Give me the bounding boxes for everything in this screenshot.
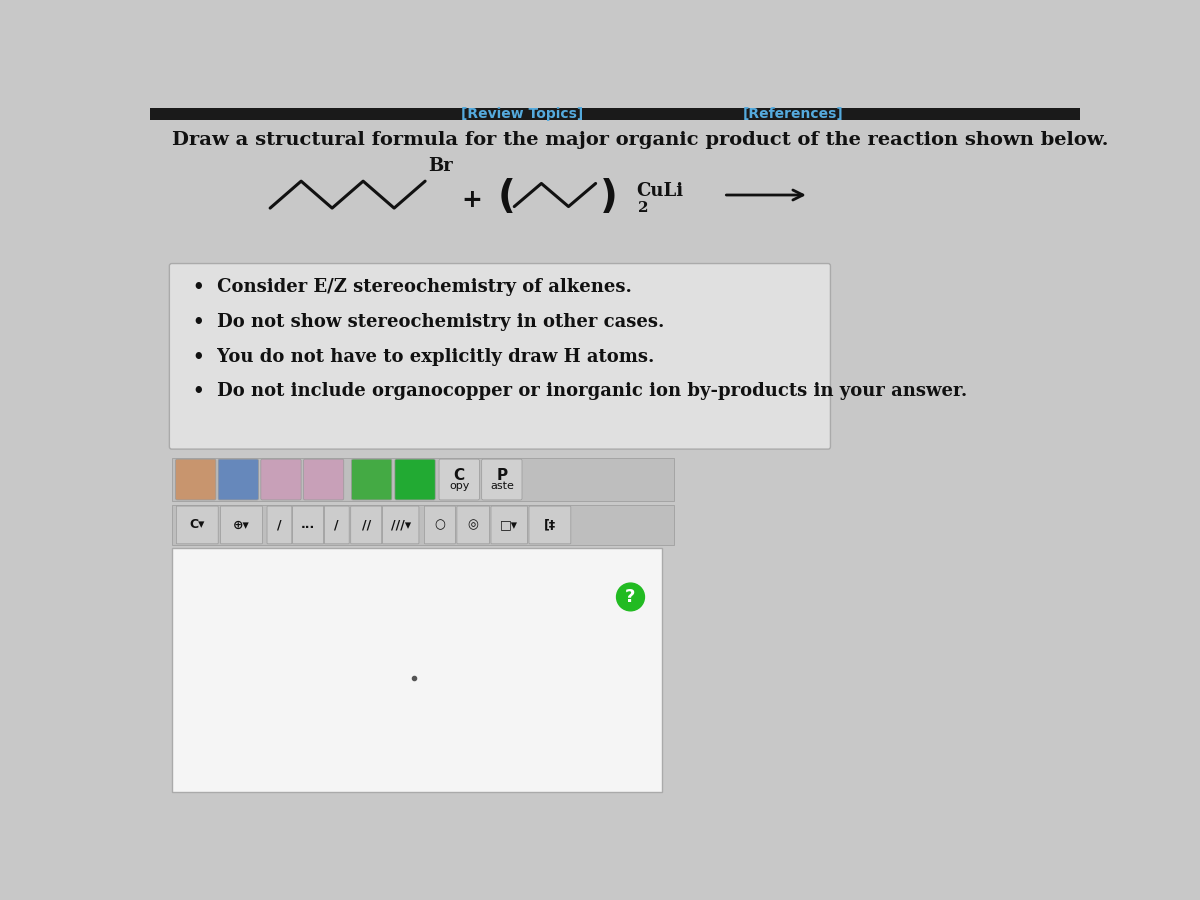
Text: (: ( [497, 177, 515, 215]
Text: ⊕▾: ⊕▾ [233, 518, 250, 532]
Bar [172, 505, 674, 545]
FancyBboxPatch shape [352, 459, 391, 500]
FancyBboxPatch shape [481, 459, 522, 500]
Text: •  Consider E/Z stereochemistry of alkenes.: • Consider E/Z stereochemistry of alkene… [193, 278, 631, 296]
FancyBboxPatch shape [491, 506, 528, 544]
FancyBboxPatch shape [268, 506, 292, 544]
FancyBboxPatch shape [395, 459, 436, 500]
Text: C▾: C▾ [190, 518, 205, 532]
FancyBboxPatch shape [176, 506, 218, 544]
Text: //: // [361, 518, 371, 532]
Text: •  Do not show stereochemistry in other cases.: • Do not show stereochemistry in other c… [193, 313, 664, 331]
FancyBboxPatch shape [529, 506, 571, 544]
Text: ?: ? [625, 588, 636, 606]
Text: aste: aste [490, 481, 514, 491]
Text: ○: ○ [434, 518, 445, 532]
Text: /: / [277, 518, 282, 532]
Text: +: + [461, 188, 482, 212]
FancyBboxPatch shape [383, 506, 419, 544]
FancyBboxPatch shape [169, 264, 830, 449]
Circle shape [617, 583, 644, 611]
Text: Draw a structural formula for the major organic product of the reaction shown be: Draw a structural formula for the major … [172, 131, 1109, 149]
FancyBboxPatch shape [457, 506, 490, 544]
Text: •  Do not include organocopper or inorganic ion by-products in your answer.: • Do not include organocopper or inorgan… [193, 382, 967, 400]
Text: [References]: [References] [743, 107, 844, 122]
Text: ...: ... [301, 518, 316, 532]
FancyBboxPatch shape [221, 506, 263, 544]
Text: ///▾: ///▾ [391, 518, 410, 532]
Text: [Review Topics]: [Review Topics] [461, 107, 583, 122]
Text: opy: opy [449, 481, 469, 491]
Text: Br: Br [428, 157, 452, 175]
FancyBboxPatch shape [260, 459, 301, 500]
Text: P: P [497, 468, 508, 483]
FancyBboxPatch shape [175, 459, 216, 500]
Bar [172, 548, 661, 792]
FancyBboxPatch shape [218, 459, 258, 500]
Text: ): ) [600, 177, 617, 215]
FancyBboxPatch shape [425, 506, 455, 544]
Text: C: C [454, 468, 464, 483]
FancyBboxPatch shape [324, 506, 349, 544]
Text: [‡: [‡ [544, 518, 556, 532]
Bar [150, 108, 1080, 120]
Text: □▾: □▾ [500, 518, 518, 532]
FancyBboxPatch shape [304, 459, 343, 500]
FancyBboxPatch shape [350, 506, 382, 544]
Text: /: / [335, 518, 340, 532]
Text: ◎: ◎ [468, 518, 479, 532]
FancyBboxPatch shape [439, 459, 479, 500]
FancyBboxPatch shape [293, 506, 324, 544]
Bar [172, 458, 674, 500]
Text: CuLi: CuLi [637, 182, 684, 200]
Text: •  You do not have to explicitly draw H atoms.: • You do not have to explicitly draw H a… [193, 347, 654, 365]
Text: 2: 2 [638, 201, 649, 215]
